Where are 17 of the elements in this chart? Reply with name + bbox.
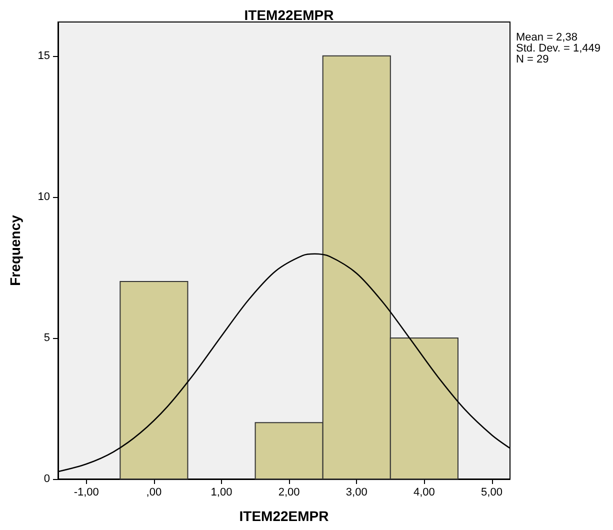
x-tick-label: 5,00 <box>481 486 502 498</box>
y-tick-label: 10 <box>38 190 50 203</box>
y-tick-label: 5 <box>44 332 50 344</box>
x-tick-label: 3,00 <box>346 486 368 498</box>
chart-title: ITEM22EMPR <box>244 7 334 23</box>
y-tick-label: 15 <box>38 50 50 62</box>
text: Mean = 2,38 <box>516 32 578 44</box>
y-axis-title: Frequency <box>7 214 23 286</box>
x-tick-label: 4,00 <box>413 486 435 498</box>
x-tick-label: 2,00 <box>278 486 300 498</box>
x-tick-label: -1,00 <box>74 486 99 498</box>
x-tick-label: ,00 <box>146 486 162 498</box>
text: N = 29 <box>516 54 549 66</box>
text: Std. Dev. = 1,449 <box>516 42 600 54</box>
x-axis-title: ITEM22EMPR <box>239 508 329 524</box>
y-tick-label: 0 <box>44 473 50 485</box>
x-tick-label: 1,00 <box>210 486 232 498</box>
